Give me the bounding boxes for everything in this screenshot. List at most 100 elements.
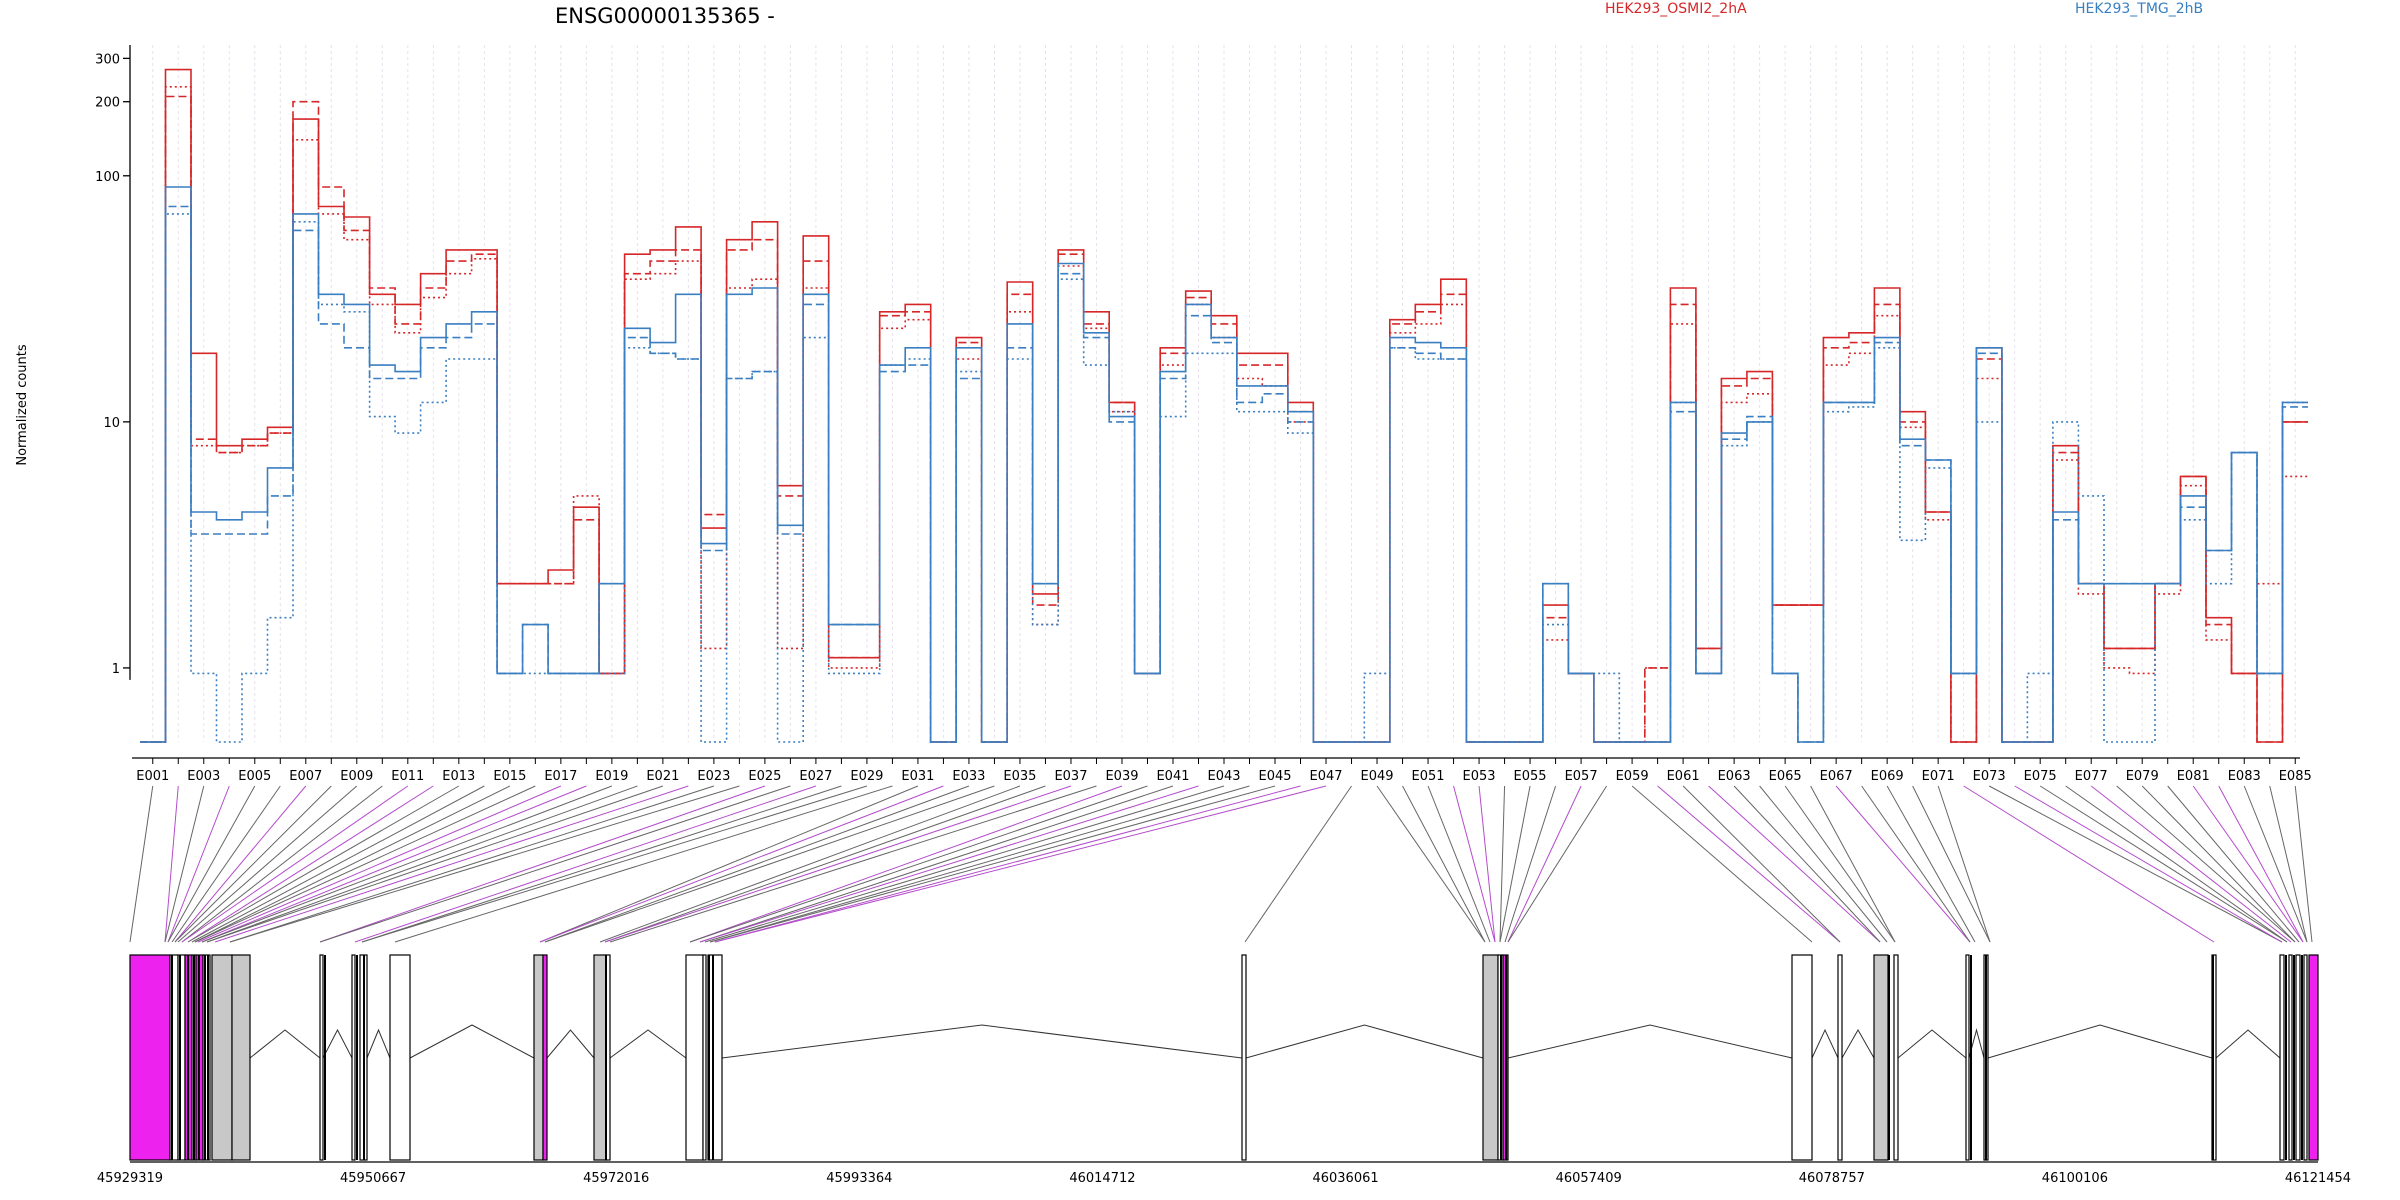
exon-block [2279,954,2285,1161]
exon-connector [1759,785,1888,943]
intron [721,1024,1243,1059]
exon-connector [167,785,256,943]
exon-connector [319,785,791,943]
chart-title: ENSG00000135365 - [555,4,775,28]
x-tick-label: E047 [1310,769,1343,784]
legend-entry-osmi2: HEK293_OSMI2_2hA [1605,1,1747,17]
exon-connector [2167,785,2300,943]
exon-connector [2192,785,2304,943]
exon-connector [1657,785,1841,943]
exon-connector [2090,785,2292,943]
exon-connector [709,785,1250,943]
exon-connector [181,785,409,943]
exon-gridlines [152,45,2296,742]
coord-label: 46036061 [1312,1171,1378,1186]
x-tick-label: E057 [1565,769,1598,784]
gene-model [129,954,2319,1161]
exon-connector [1427,785,1491,943]
exon-connector [709,785,1276,943]
x-tick-label: E083 [2228,769,2261,784]
exon-connector [206,785,638,943]
exon-connector [2116,785,2296,943]
series-lines [140,68,2308,743]
exon-connector [201,785,613,943]
intron [1811,1028,1839,1059]
exon-connector [229,785,715,943]
exon-connector [1499,785,1531,943]
y-tick-label: 300 [95,52,120,67]
exon-block [202,954,211,1161]
coord-label: 46100106 [2042,1171,2108,1186]
exon-block [211,954,233,1161]
exon-connector [1631,785,1813,943]
exon-connector [394,785,893,943]
exon-connector [2269,785,2308,943]
genome-coordinate-axis: 45929319 45950667 45972016 45993364 46014712… [97,1161,2351,1186]
exon-connector [539,785,944,943]
exon-connector [229,785,740,943]
exon-connector [609,785,1097,943]
exon-block [351,954,356,1161]
x-tick-label: E023 [697,769,730,784]
x-tick-label: E003 [187,769,220,784]
exon-connector [1810,785,1896,943]
exon-connector [1682,785,1841,943]
exon-connector [174,785,307,943]
exon-block [1241,954,1247,1161]
exon-block [319,954,324,1161]
intron [409,1024,535,1059]
exon-connector [181,785,383,943]
exon-connector [1244,785,1352,943]
exon-connector [194,785,511,943]
x-tick-label: E041 [1156,769,1189,784]
x-tick-label: E015 [493,769,526,784]
coord-label: 46057409 [1556,1171,1622,1186]
exon-connector [2294,785,2313,943]
x-tick-label: E069 [1871,769,1904,784]
exon-block [1791,954,1813,1161]
x-tick-label: E065 [1769,769,1802,784]
exon-block [707,954,723,1161]
x-tick-label: E031 [901,769,934,784]
exon-connector [361,785,868,943]
exon-block [2303,954,2308,1161]
x-tick-label: E007 [289,769,322,784]
intron [1841,1028,1875,1059]
exon-connector [604,785,1046,943]
exon-connector [704,785,1225,943]
exon-connector [544,785,995,943]
exon-connector [1453,785,1496,943]
intron [1245,1024,1484,1059]
x-tick-label: E071 [1922,769,1955,784]
y-axis-label: Normalized counts [15,344,30,466]
exon-connector [187,785,434,943]
exon-block [1893,954,1899,1161]
exon-connector [1507,785,1608,943]
x-tick-label: E009 [340,769,373,784]
x-tick-label: E021 [646,769,679,784]
intron [609,1029,687,1059]
exon-connector [361,785,842,943]
x-tick-label: E019 [595,769,628,784]
exon-connector [354,785,817,943]
y-tick-label: 1 [112,662,120,677]
exon-connector [1733,785,1881,943]
exon-connector [191,785,485,943]
exon-block [1837,954,1843,1161]
intron [546,1029,595,1059]
x-tick-label: E079 [2126,769,2159,784]
exon-connector [164,785,179,943]
exon-connector [164,785,205,943]
coord-label: 46078757 [1799,1171,1865,1186]
exon-connector [2014,785,2283,943]
x-tick-label: E075 [2024,769,2057,784]
exon-connector [689,785,1123,943]
x-tick-label: E025 [748,769,781,784]
intron [322,1028,353,1059]
exon-block [1965,954,1970,1161]
exon-connector [129,785,154,943]
y-axis: 1 10 100 200 300 [95,45,131,680]
exon-block [685,954,704,1161]
exon-connector [1504,785,1557,943]
